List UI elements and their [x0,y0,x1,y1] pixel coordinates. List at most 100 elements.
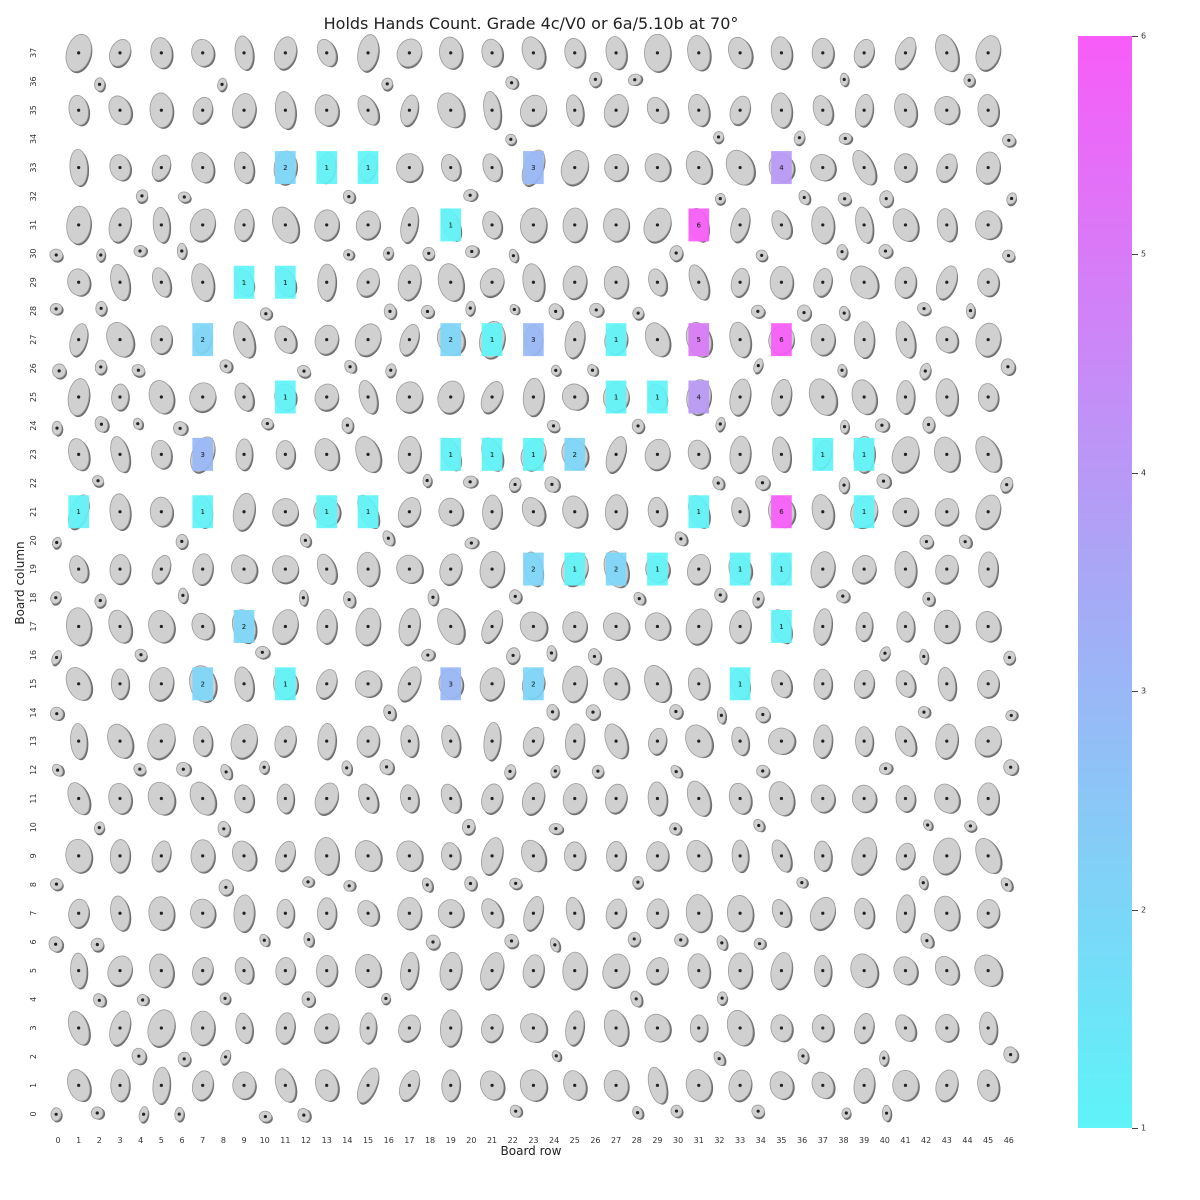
board-hold [70,723,89,761]
board-hold [422,247,436,262]
board-hold [632,306,645,321]
board-hold [191,38,216,68]
board-hold [437,92,466,129]
heatmap-cell [523,151,544,185]
board-hold [505,76,520,90]
heatmap-cell-label: 2 [573,451,577,459]
x-tick-label: 41 [900,1136,910,1145]
board-hold [131,364,146,378]
heatmap-cell [275,265,296,299]
board-hold [425,934,441,951]
board-hold [108,39,132,69]
heatmap-cell [771,151,792,185]
board-hold [356,551,381,588]
board-hold [919,534,935,550]
chart-title: Holds Hands Count. Grade 4c/V0 or 6a/5.1… [323,14,739,33]
y-tick-label: 32 [29,191,38,201]
board-hold [770,952,794,991]
board-hold [839,72,850,88]
board-hold [400,951,420,991]
board-hold [892,1069,920,1102]
board-hold [937,667,958,702]
board-hold [895,725,918,757]
board-hold [108,609,134,644]
x-tick-label: 34 [756,1136,766,1145]
board-hold [509,1104,524,1118]
board-hold [603,1009,630,1047]
board-hold [522,263,546,303]
colorbar-tick [1132,691,1138,693]
board-hold [936,153,958,184]
board-hold [851,784,878,814]
colorbar-tick [1132,472,1138,474]
board-hold [314,209,341,242]
board-hold [441,724,462,759]
board-hold [730,207,751,244]
heatmap-cell [647,552,668,586]
board-hold [341,417,355,435]
board-hold [979,1011,999,1046]
board-hold [427,589,440,607]
board-hold [855,206,875,244]
board-hold [149,92,175,129]
board-hold [359,1012,378,1045]
board-hold [315,1069,340,1102]
heatmap-cell [440,323,462,357]
board-hold [716,707,728,725]
board-hold [67,1010,91,1046]
heatmap-cell-label: 6 [697,221,702,229]
board-hold [839,419,851,435]
board-hold [894,550,918,589]
board-hold [814,954,833,988]
heatmap-cell-label: 1 [448,451,452,459]
board-hold [132,417,145,431]
colorbar-tick [1132,1128,1138,1129]
board-hold [895,1014,918,1042]
board-hold [771,379,793,417]
board-hold [894,266,918,300]
board-hold [879,190,895,209]
board-hold [854,93,875,128]
x-tick-label: 44 [962,1136,972,1145]
board-hold [177,191,192,204]
board-hold [176,761,193,777]
x-tick-label: 42 [921,1136,931,1145]
board-hold [933,609,961,645]
board-hold [753,937,767,950]
board-hold [110,1069,131,1103]
board-hold [878,244,894,259]
board-hold [217,820,232,838]
board-hold [217,77,228,93]
board-hold [728,1069,753,1103]
board-hold [397,436,422,474]
board-hold [852,555,877,585]
board-hold [627,931,642,948]
board-hold [935,723,960,760]
board-hold [850,265,880,300]
board-hold [482,210,504,240]
board-hold [520,1013,549,1043]
board-hold [218,879,235,897]
board-hold [975,494,1002,531]
x-tick-label: 18 [425,1136,435,1145]
board-hold [644,1013,672,1043]
board-hold [480,1070,506,1101]
board-hold [605,36,628,71]
heatmap-cell [564,437,586,471]
board-hold [151,154,172,183]
heatmap-cell-label: 1 [573,566,577,574]
board-hold [272,206,301,244]
board-hold [841,1107,852,1120]
board-hold [422,473,433,489]
board-hold [133,763,147,777]
heatmap-cell-label: 3 [448,680,452,688]
board-hold [232,1071,257,1101]
board-hold [731,497,751,527]
board-hold [712,476,726,491]
board-hold [441,154,462,182]
board-hold [343,880,357,892]
colorbar-tick [1132,909,1138,911]
heatmap-cell [729,667,751,701]
x-tick-label: 38 [838,1136,848,1145]
board-hold [50,706,66,722]
